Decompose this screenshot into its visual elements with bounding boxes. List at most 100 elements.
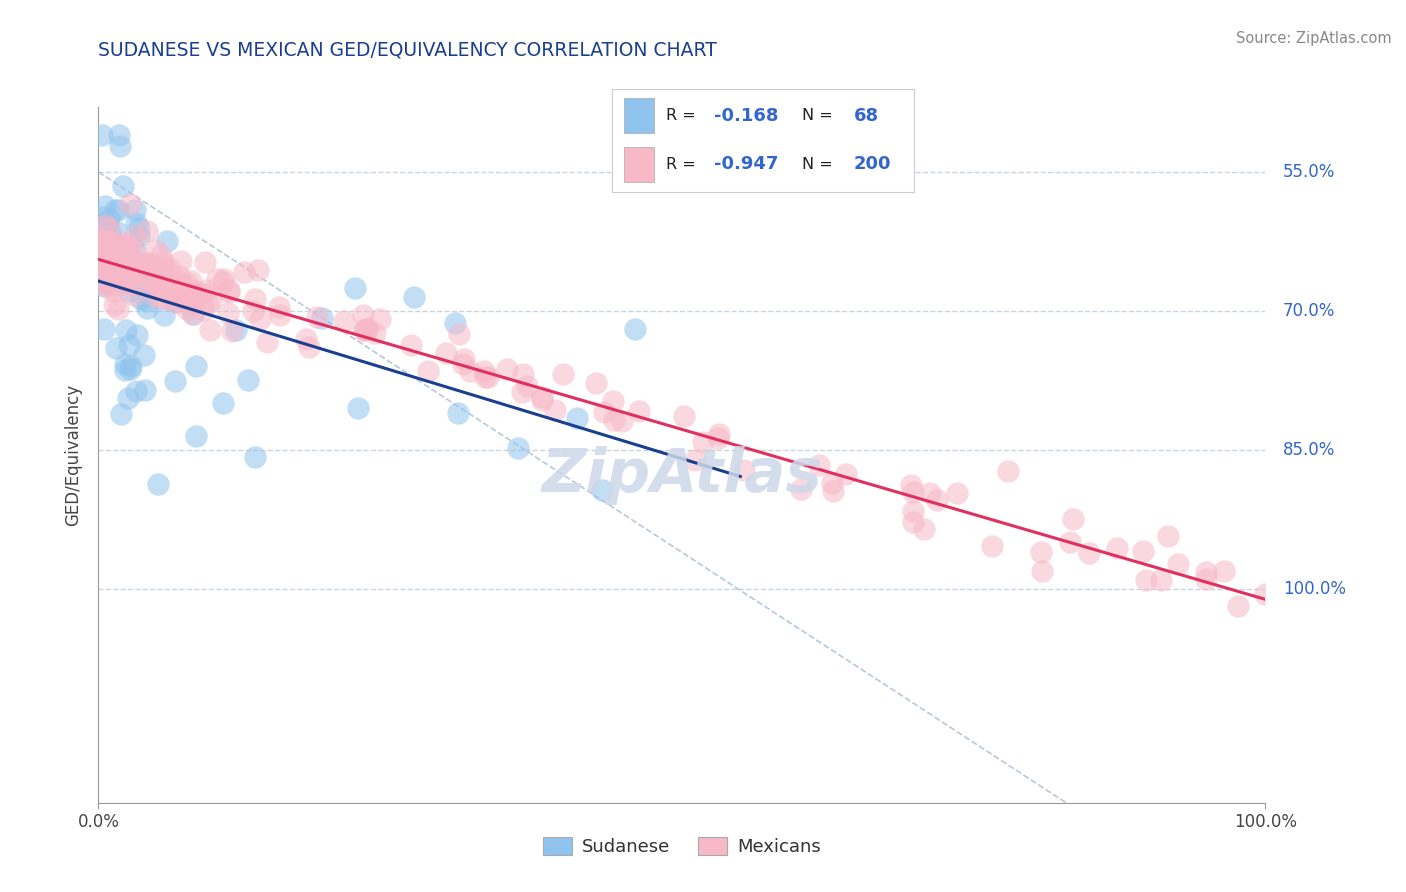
Point xyxy=(593,405,616,419)
Point xyxy=(163,290,186,304)
Point xyxy=(474,370,496,384)
Point xyxy=(191,287,214,301)
Point xyxy=(1213,564,1236,578)
Text: 200: 200 xyxy=(853,155,891,173)
Point xyxy=(90,258,112,272)
Point xyxy=(180,283,202,297)
Point xyxy=(112,268,135,283)
Point xyxy=(100,278,122,293)
Point xyxy=(114,357,136,371)
Point xyxy=(1135,574,1157,588)
Point xyxy=(90,275,112,289)
Point xyxy=(118,338,141,352)
Point xyxy=(997,464,1019,478)
Point xyxy=(141,275,163,289)
Point xyxy=(90,273,112,287)
Point xyxy=(176,276,198,290)
Point xyxy=(530,392,553,407)
Point xyxy=(477,370,499,384)
Point xyxy=(343,280,366,294)
Text: R =: R = xyxy=(666,157,702,171)
Point xyxy=(153,308,176,322)
Text: -0.947: -0.947 xyxy=(714,155,779,173)
Point xyxy=(104,249,127,263)
Point xyxy=(120,267,142,281)
Point xyxy=(100,246,122,260)
Text: 55.0%: 55.0% xyxy=(1282,163,1336,181)
Point xyxy=(444,317,467,331)
Point xyxy=(103,298,125,312)
Point xyxy=(97,212,120,227)
Point xyxy=(821,475,844,490)
Point xyxy=(90,249,112,263)
Point xyxy=(90,225,112,239)
Point xyxy=(152,255,174,269)
Point xyxy=(900,478,922,492)
Point xyxy=(105,273,128,287)
Point xyxy=(368,311,391,326)
Point xyxy=(139,274,162,288)
Point xyxy=(135,301,157,315)
Point xyxy=(124,228,146,243)
Point xyxy=(447,406,470,420)
Point xyxy=(901,504,924,518)
Point xyxy=(672,409,695,423)
Point xyxy=(353,323,375,337)
Point xyxy=(352,308,374,322)
Point xyxy=(93,260,115,275)
Point xyxy=(1132,543,1154,558)
Point xyxy=(98,220,121,235)
Point xyxy=(90,277,112,292)
Point xyxy=(449,326,471,341)
Text: -0.168: -0.168 xyxy=(714,107,779,125)
Point xyxy=(243,292,266,306)
Point xyxy=(115,235,138,250)
Point xyxy=(510,384,533,399)
Point xyxy=(114,363,136,377)
Point xyxy=(128,221,150,235)
Point xyxy=(150,264,173,278)
Point xyxy=(105,225,128,239)
Point xyxy=(93,266,115,280)
Point xyxy=(167,274,190,288)
Point xyxy=(212,396,235,410)
Text: 85.0%: 85.0% xyxy=(1282,442,1336,459)
Point xyxy=(225,323,247,337)
Point xyxy=(1031,545,1053,559)
Point xyxy=(544,403,567,417)
Point xyxy=(434,346,457,360)
Point xyxy=(200,293,222,307)
Point xyxy=(145,288,167,302)
Legend: Sudanese, Mexicans: Sudanese, Mexicans xyxy=(536,830,828,863)
Point xyxy=(506,442,529,456)
Point xyxy=(218,285,240,299)
Point xyxy=(401,338,423,352)
Point xyxy=(269,308,291,322)
Point xyxy=(117,268,139,282)
Text: ZipAtlas: ZipAtlas xyxy=(541,446,823,505)
Point xyxy=(585,376,607,390)
Point xyxy=(165,295,187,310)
Point xyxy=(90,256,112,270)
Point xyxy=(247,263,270,277)
Point xyxy=(114,259,136,273)
Point xyxy=(311,311,333,326)
Point xyxy=(111,179,134,194)
Point xyxy=(90,257,112,271)
Point xyxy=(333,314,356,328)
Point xyxy=(110,267,132,281)
Point xyxy=(835,467,858,481)
Text: N =: N = xyxy=(801,157,838,171)
Point xyxy=(176,302,198,317)
Point xyxy=(1149,573,1171,587)
Text: R =: R = xyxy=(666,108,702,123)
Point xyxy=(118,196,141,211)
Point xyxy=(114,238,136,252)
Point xyxy=(150,290,173,304)
Point xyxy=(96,235,118,249)
Point xyxy=(122,277,145,291)
Point xyxy=(212,272,235,286)
Point xyxy=(980,539,1002,553)
Point xyxy=(194,283,217,297)
Point xyxy=(107,202,129,217)
